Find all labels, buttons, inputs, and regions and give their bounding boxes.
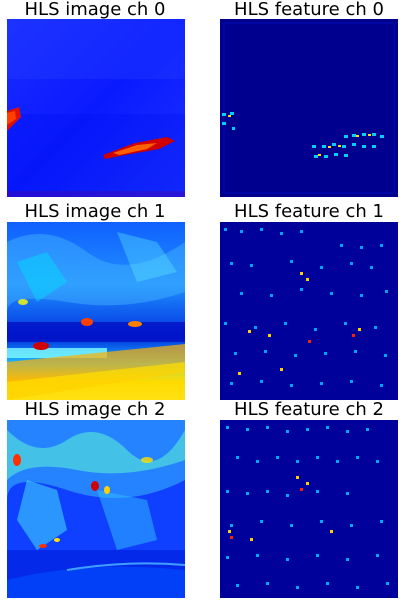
- image-ch1-title: HLS image ch 1: [24, 201, 166, 222]
- hls-image-ch0: [7, 19, 185, 197]
- feature-ch2-title: HLS feature ch 2: [234, 399, 384, 420]
- hls-feature-ch1: [220, 222, 398, 400]
- image-ch0-title: HLS image ch 0: [24, 0, 166, 20]
- feature-ch1-title: HLS feature ch 1: [234, 201, 384, 222]
- feature-ch0-title: HLS feature ch 0: [234, 0, 384, 20]
- image-ch2-title: HLS image ch 2: [24, 399, 166, 420]
- hls-feature-ch2: [220, 420, 398, 598]
- hls-image-ch2: [7, 420, 185, 598]
- hls-feature-ch0: [220, 19, 398, 197]
- hls-image-ch1: [7, 222, 185, 400]
